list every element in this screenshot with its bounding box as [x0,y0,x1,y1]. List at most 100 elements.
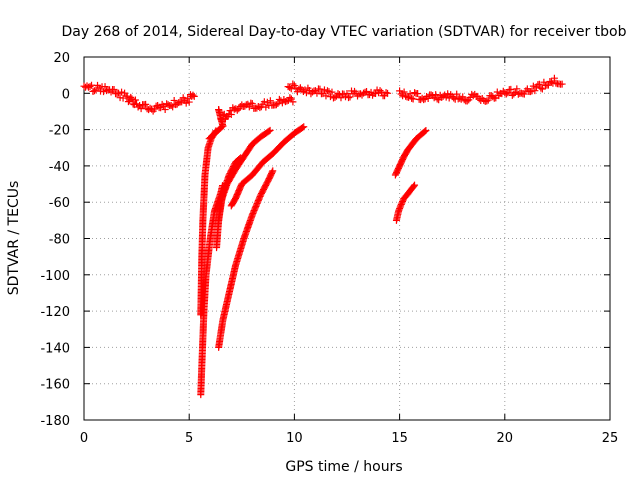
data-point [265,127,273,135]
data-point [299,124,307,132]
data-point [190,92,198,100]
data-point [517,89,525,97]
data-point [161,106,169,114]
y-tick-label: -100 [40,269,70,284]
data-point [281,98,289,106]
series-isolated-points [205,106,227,143]
data-point [322,92,330,100]
data-point [345,94,353,102]
data-point [289,80,297,88]
data-point [157,104,165,112]
x-tick-label: 25 [602,431,619,446]
data-point [256,104,264,112]
data-point [189,91,197,99]
data-point [164,101,172,109]
data-point [289,98,297,106]
data-point [360,89,368,97]
data-point [483,97,491,105]
data-point [376,87,384,95]
y-tick-label: -140 [40,341,70,356]
series-arc-8 [392,181,419,224]
data-point [550,74,558,82]
data-point [414,90,422,98]
data-point [433,95,441,103]
data-point [466,93,474,101]
data-point [453,90,461,98]
data-point [547,78,555,86]
series-arc-4 [215,126,274,224]
data-point [372,89,380,97]
data-point [337,94,345,102]
data-point [245,103,253,111]
data-point [411,89,419,97]
data-point [422,127,430,135]
series-arc-6 [215,167,277,351]
data-point [489,93,497,101]
y-tick-label: -120 [40,305,70,320]
data-point [544,81,552,89]
x-axis-label: GPS time / hours [285,459,402,475]
data-point [103,87,111,95]
data-point [326,93,334,101]
data-point [110,86,118,94]
data-point [346,93,354,101]
data-point [299,88,307,96]
data-point [136,101,144,109]
data-point [178,98,186,106]
y-tick-label: 0 [62,87,70,102]
data-point [513,85,521,93]
y-tick-label: -60 [49,196,70,211]
data-point [456,94,464,102]
data-point [269,167,277,175]
data-point [92,86,100,94]
data-point [262,103,270,111]
data-point [432,91,440,99]
axis-ticks: 0 5 10 15 20 25 20 0 -20 -40 -60 -80 -100 -120 -140 -16… [40,51,618,446]
data-point [320,86,328,94]
data-point [382,89,390,97]
x-tick-label: 20 [497,431,514,446]
series-main-band-2 [217,94,297,124]
y-tick-label: -40 [49,160,70,175]
data-point [316,85,324,93]
data-point [115,89,123,97]
data-point [406,90,414,98]
data-point [127,93,135,101]
data-point [502,90,510,98]
data-point [323,87,331,95]
data-point [384,89,392,97]
data-point [357,90,365,98]
data-point [328,88,336,96]
data-point [88,81,96,89]
data-point [134,103,142,111]
data-point [421,127,429,135]
x-tick-label: 15 [391,431,408,446]
data-point [91,87,99,95]
data-point [450,94,458,102]
data-point [409,95,417,103]
data-point [248,100,256,108]
data-point [507,85,515,93]
data-point [300,123,308,131]
data-point [484,96,492,104]
data-point [400,88,408,96]
data-point [219,122,227,130]
data-point [151,105,159,113]
data-point [215,106,223,114]
data-point [123,92,131,100]
data-point [526,88,534,96]
data-point [424,94,432,102]
data-point [286,94,294,102]
data-point [205,135,213,143]
data-point [95,84,103,92]
data-point [175,99,183,107]
y-tick-label: -180 [40,414,70,429]
series-main-band-1 [80,81,198,115]
data-point [430,94,438,102]
data-point [508,91,516,99]
data-point [263,98,271,106]
data-point [272,101,280,109]
data-point [286,83,294,91]
data-point [182,99,190,107]
